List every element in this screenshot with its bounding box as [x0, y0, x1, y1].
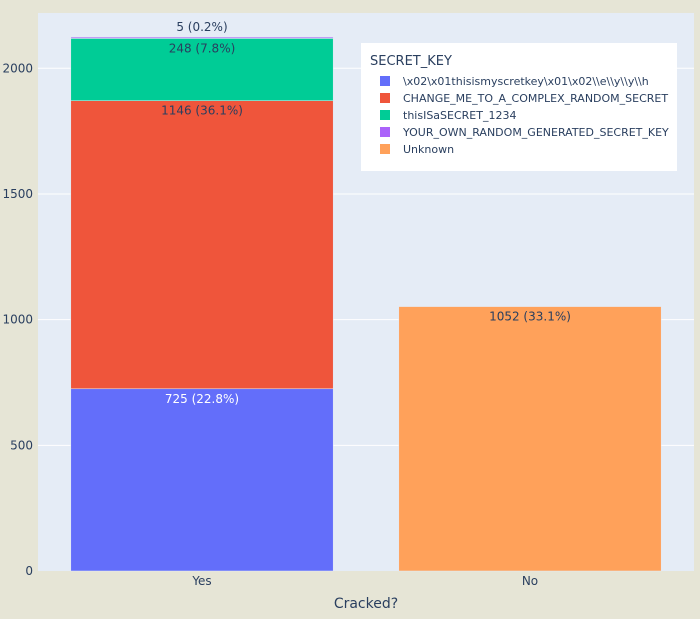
legend-swatch: [380, 110, 390, 120]
bar-segment[interactable]: [70, 100, 334, 390]
bar-data-label: 248 (7.8%): [169, 41, 236, 55]
legend-item[interactable]: \x02\x01thisismyscretkey\x01\x02\\e\\y\\…: [380, 75, 649, 88]
legend-label: thisISaSECRET_1234: [403, 109, 516, 122]
legend-items[interactable]: \x02\x01thisismyscretkey\x01\x02\\e\\y\\…: [380, 75, 669, 156]
bar-segment[interactable]: [398, 306, 662, 572]
legend-title: SECRET_KEY: [370, 54, 452, 69]
legend-item[interactable]: YOUR_OWN_RANDOM_GENERATED_SECRET_KEY: [380, 126, 669, 139]
legend-label: CHANGE_ME_TO_A_COMPLEX_RANDOM_SECRET: [403, 92, 668, 105]
legend-item[interactable]: CHANGE_ME_TO_A_COMPLEX_RANDOM_SECRET: [380, 92, 668, 105]
legend[interactable]: SECRET_KEY \x02\x01thisismyscretkey\x01\…: [361, 43, 677, 171]
bar-labels: 725 (22.8%) 1146 (36.1%) 248 (7.8%) 5 (0.2%…: [161, 20, 571, 406]
y-tick-label: 2000: [2, 61, 33, 75]
y-tick-label: 500: [10, 438, 33, 452]
bar-data-label: 5 (0.2%): [176, 20, 227, 34]
bar-data-label: 725 (22.8%): [165, 392, 239, 406]
bars: [70, 36, 662, 572]
legend-swatch: [380, 144, 390, 154]
legend-swatch: [380, 127, 390, 137]
bar-segment[interactable]: [70, 388, 334, 572]
legend-swatch: [380, 76, 390, 86]
legend-label: YOUR_OWN_RANDOM_GENERATED_SECRET_KEY: [402, 126, 669, 139]
legend-item[interactable]: thisISaSECRET_1234: [380, 109, 516, 122]
y-tick-label: 1500: [2, 187, 33, 201]
bar-segment[interactable]: [70, 38, 334, 101]
legend-background: [361, 43, 677, 171]
legend-swatch: [380, 93, 390, 103]
bar-segment[interactable]: [70, 36, 334, 39]
y-tick-label: 0: [25, 564, 33, 578]
bar-data-label: 1146 (36.1%): [161, 104, 243, 118]
legend-label: Unknown: [403, 143, 454, 156]
legend-label: \x02\x01thisismyscretkey\x01\x02\\e\\y\\…: [403, 75, 649, 88]
x-axis: Yes No: [191, 574, 538, 588]
legend-item[interactable]: Unknown: [380, 143, 454, 156]
x-axis-title: Cracked?: [334, 596, 398, 612]
y-axis: 0 500 1000 1500 2000: [2, 61, 33, 578]
x-tick-label: Yes: [191, 574, 211, 588]
x-tick-label: No: [522, 574, 538, 588]
y-tick-label: 1000: [2, 313, 33, 327]
bar-data-label: 1052 (33.1%): [489, 310, 571, 324]
